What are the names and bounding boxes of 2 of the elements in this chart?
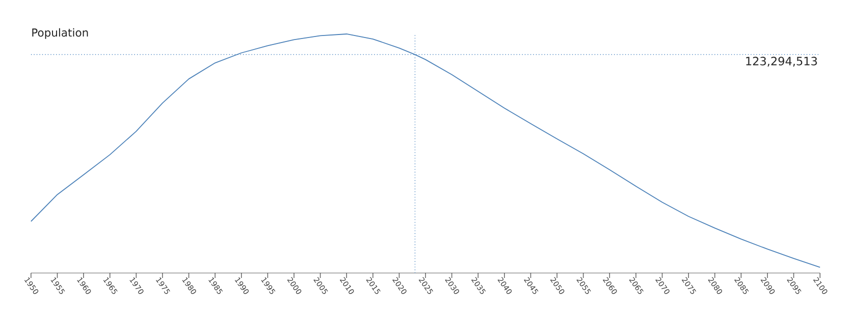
annotation: 123,294,513 xyxy=(746,56,817,67)
chart-title: Population xyxy=(32,28,88,39)
